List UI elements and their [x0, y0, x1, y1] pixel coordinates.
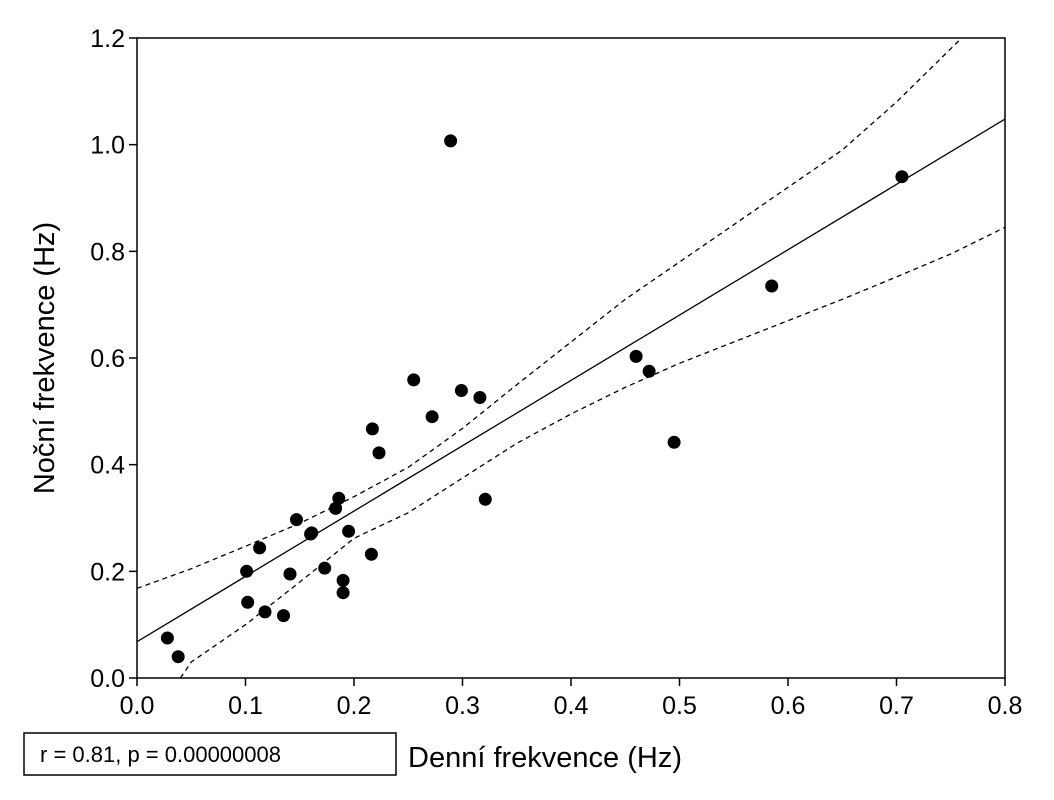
- x-tick-label: 0.0: [120, 692, 155, 720]
- confidence-upper-line: [136, 37, 963, 590]
- x-tick-label: 0.3: [445, 692, 480, 720]
- data-point: [283, 567, 297, 581]
- x-tick-label: 0.1: [228, 692, 263, 720]
- data-point: [277, 609, 290, 623]
- data-point: [667, 435, 681, 449]
- data-point: [305, 526, 319, 540]
- x-axis-title: Denní frekvence (Hz): [408, 742, 682, 774]
- data-point: [364, 547, 378, 561]
- data-point: [478, 492, 492, 506]
- data-point: [160, 631, 174, 645]
- data-point: [241, 595, 255, 609]
- data-point: [332, 491, 346, 505]
- data-point: [444, 134, 458, 148]
- x-tick-label: 0.5: [662, 692, 697, 720]
- data-point: [329, 501, 343, 515]
- x-tick-label: 0.7: [879, 692, 914, 720]
- data-point: [290, 513, 303, 527]
- plot-area-frame: [136, 37, 1006, 679]
- data-point: [895, 170, 909, 184]
- y-tick-label: 0.2: [90, 558, 125, 586]
- y-tick-label: 1.2: [90, 25, 125, 53]
- y-tick-label: 0.8: [90, 238, 125, 266]
- x-tick-label: 0.2: [337, 692, 372, 720]
- data-point: [253, 541, 267, 555]
- data-point: [765, 279, 779, 293]
- y-tick-label: 1.0: [90, 132, 125, 160]
- data-point: [318, 561, 332, 575]
- data-point: [372, 446, 386, 460]
- data-point: [473, 391, 487, 404]
- regression-line-group: [136, 118, 1006, 643]
- x-tick-label: 0.6: [771, 692, 806, 720]
- data-point: [642, 364, 656, 378]
- data-point: [454, 384, 468, 397]
- x-axis-ticks: 0.0 0.1 0.2 0.3 0.4 0.5 0.6 0.7 0.8: [120, 678, 1023, 720]
- confidence-band: [136, 37, 1006, 679]
- data-point: [336, 573, 350, 587]
- data-point: [425, 410, 439, 424]
- stats-label: r = 0.81, p = 0.00000008: [40, 742, 281, 767]
- x-tick-label: 0.8: [988, 692, 1023, 720]
- y-tick-label: 0.0: [90, 665, 125, 693]
- data-point: [171, 650, 185, 664]
- data-point: [336, 586, 350, 600]
- x-tick-label: 0.4: [554, 692, 589, 720]
- y-axis-title: Noční frekvence (Hz): [29, 222, 61, 494]
- data-point: [342, 524, 356, 538]
- data-point: [240, 564, 254, 578]
- y-tick-label: 0.6: [90, 345, 125, 373]
- y-axis-ticks: 0.0 0.2 0.4 0.6 0.8 1.0 1.2: [90, 25, 137, 693]
- data-point: [629, 349, 643, 363]
- data-points: [160, 134, 909, 664]
- regression-line: [136, 118, 1006, 643]
- data-point: [407, 373, 421, 387]
- data-point: [258, 605, 272, 619]
- data-point: [365, 422, 379, 436]
- y-tick-label: 0.4: [90, 452, 125, 480]
- stats-box: [23, 732, 397, 776]
